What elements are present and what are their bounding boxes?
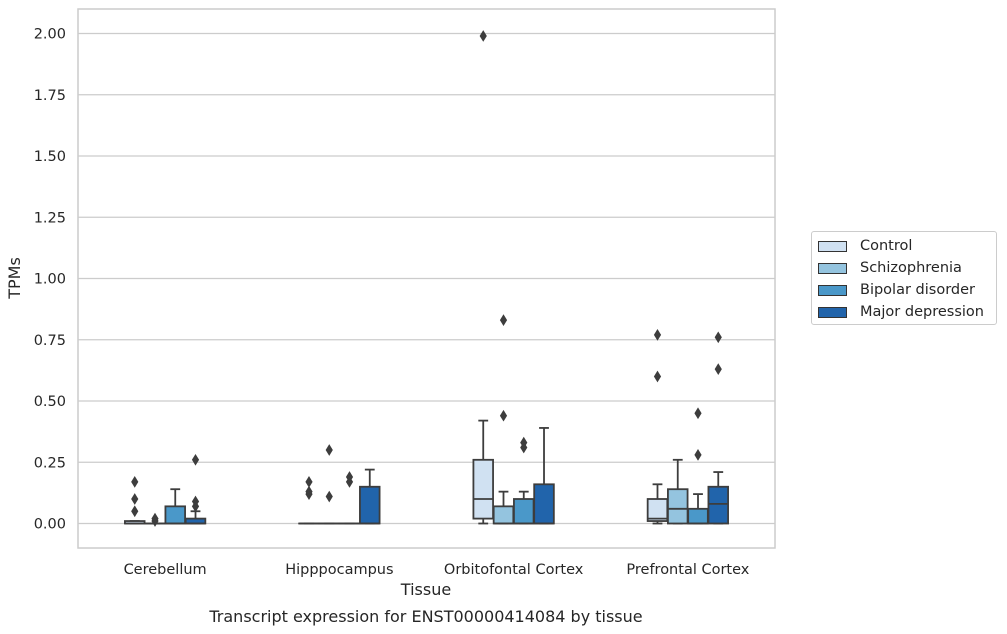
outlier-point	[653, 370, 662, 383]
outlier-point	[325, 490, 333, 503]
box-body	[513, 498, 535, 525]
outlier-point	[694, 449, 702, 461]
legend-swatch-control	[818, 240, 847, 252]
x-tick-label: Orbitofontal Cortex	[444, 562, 584, 578]
x-tick-label: Hipppocampus	[285, 562, 393, 578]
box-body	[492, 505, 515, 525]
x-tick-label: Cerebellum	[124, 562, 207, 578]
legend-swatch-major-depression	[818, 306, 847, 318]
y-tick-label: 1.25	[34, 210, 66, 226]
outlier-point	[191, 453, 200, 466]
outlier-point	[653, 329, 662, 341]
box-control	[472, 30, 494, 525]
y-tick-label: 1.50	[34, 149, 66, 165]
x-tick-label: Prefrontal Cortex	[626, 562, 749, 578]
box-bipolar-disorder	[338, 471, 361, 525]
legend-swatch-schizophrenia	[818, 262, 847, 274]
outlier-point	[191, 495, 200, 508]
box-bipolar-disorder	[164, 488, 186, 525]
legend-swatch-bipolar-disorder	[818, 284, 847, 296]
legend-label-control: Control	[860, 238, 913, 254]
y-tick-labels: 0.00 0.25 0.50 0.75 1.00 1.25 1.50 1.75 2.00	[34, 27, 66, 533]
y-axis-label: TPMs	[5, 257, 24, 300]
x-tick-labels: Cerebellum Hipppocampus Orbitofontal Corte…	[124, 562, 750, 578]
box-bipolar-disorder	[687, 407, 709, 525]
outlier-point	[305, 476, 313, 488]
outlier-point	[714, 363, 722, 375]
chart-title: Transcript expression for ENST0000041408…	[208, 607, 642, 626]
box-body	[707, 485, 729, 525]
box-body	[472, 458, 494, 520]
outlier-point	[131, 505, 139, 518]
legend-item-schizophrenia: Schizophrenia	[818, 258, 962, 278]
box-major-depression	[707, 331, 729, 525]
legend-item-major-depression: Major depression	[818, 302, 984, 322]
legend-label-major-depression: Major depression	[860, 304, 984, 320]
outlier-point	[305, 485, 313, 498]
legend: Control Schizophrenia Bipolar disorder M…	[811, 231, 997, 325]
box-major-depression	[184, 453, 207, 525]
legend-item-bipolar-disorder: Bipolar disorder	[818, 280, 975, 300]
x-axis-label: Tissue	[400, 580, 451, 599]
y-tick-label: 1.00	[34, 272, 66, 288]
outlier-point	[479, 30, 487, 42]
box-schizophrenia	[492, 314, 515, 525]
gridlines	[78, 32, 775, 525]
y-tick-label: 0.25	[34, 455, 66, 471]
y-tick-label: 1.75	[34, 88, 66, 104]
box-control	[298, 476, 320, 525]
legend-label-bipolar-disorder: Bipolar disorder	[860, 282, 975, 298]
outlier-point	[325, 444, 333, 456]
box-series	[124, 30, 729, 527]
box-body	[667, 488, 689, 525]
box-bipolar-disorder	[513, 436, 535, 525]
box-schizophrenia	[318, 444, 340, 525]
box-major-depression	[359, 468, 381, 525]
box-schizophrenia	[667, 458, 689, 525]
outlier-point	[520, 436, 528, 449]
legend-item-control: Control	[818, 236, 912, 256]
outlier-point	[131, 476, 139, 488]
outlier-point	[694, 407, 702, 420]
box-body	[533, 483, 555, 525]
plot-frame	[77, 8, 776, 549]
legend-label-schizophrenia: Schizophrenia	[860, 260, 962, 276]
outlier-point	[151, 512, 159, 525]
outlier-point	[499, 314, 508, 326]
box-body	[359, 485, 381, 525]
outlier-point	[345, 471, 354, 483]
outlier-point	[131, 493, 139, 505]
box-body	[687, 507, 709, 525]
box-schizophrenia	[144, 512, 166, 527]
outlier-point	[499, 409, 508, 422]
outlier-point	[714, 331, 722, 344]
y-tick-label: 0.50	[34, 394, 66, 410]
box-control	[124, 476, 146, 525]
box-body	[164, 505, 186, 525]
y-tick-label: 0.75	[34, 333, 66, 349]
box-major-depression	[533, 427, 555, 525]
y-tick-label: 2.00	[34, 27, 66, 43]
y-tick-label: 0.00	[34, 517, 66, 533]
box-control	[646, 329, 669, 525]
